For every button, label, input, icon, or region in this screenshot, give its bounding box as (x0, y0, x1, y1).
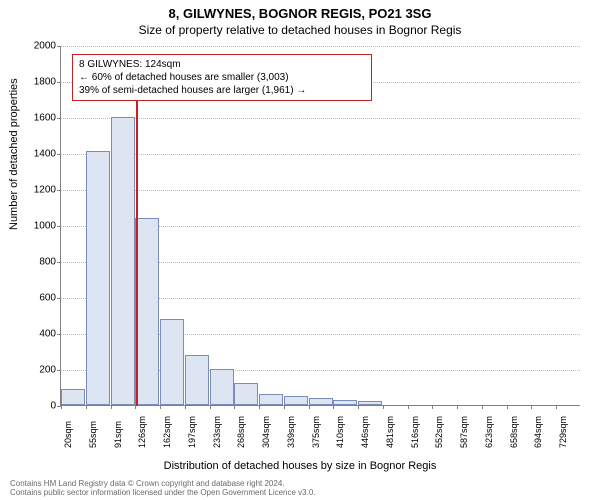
x-tick-label: 91sqm (113, 421, 123, 448)
x-tick (531, 405, 532, 409)
page-title: 8, GILWYNES, BOGNOR REGIS, PO21 3SG (0, 0, 600, 21)
y-tick-label: 1200 (4, 185, 56, 196)
bar (111, 117, 135, 405)
x-tick-label: 481sqm (385, 416, 395, 448)
bar (210, 369, 234, 405)
x-tick-label: 304sqm (261, 416, 271, 448)
x-tick-label: 268sqm (236, 416, 246, 448)
bar (135, 218, 159, 405)
x-tick-label: 658sqm (509, 416, 519, 448)
annotation-line2: ← 60% of detached houses are smaller (3,… (79, 71, 365, 84)
y-tick-label: 1000 (4, 221, 56, 232)
x-tick-label: 552sqm (434, 416, 444, 448)
y-tick-label: 0 (4, 401, 56, 412)
y-tick (57, 298, 61, 299)
y-tick-label: 1400 (4, 149, 56, 160)
y-tick-label: 200 (4, 365, 56, 376)
annotation-line3: 39% of semi-detached houses are larger (… (79, 84, 365, 97)
bar (185, 355, 209, 405)
x-tick (432, 405, 433, 409)
y-tick (57, 334, 61, 335)
x-tick-label: 729sqm (558, 416, 568, 448)
footer-line1: Contains HM Land Registry data © Crown c… (10, 479, 316, 489)
x-tick (507, 405, 508, 409)
x-tick (309, 405, 310, 409)
bar (309, 398, 333, 405)
x-tick (86, 405, 87, 409)
bar (259, 394, 283, 405)
x-tick-label: 375sqm (311, 416, 321, 448)
annotation-line1: 8 GILWYNES: 124sqm (79, 58, 365, 71)
bar (61, 389, 85, 405)
gridline (61, 190, 580, 191)
x-tick (160, 405, 161, 409)
x-tick (383, 405, 384, 409)
x-tick-label: 516sqm (410, 416, 420, 448)
y-tick-label: 2000 (4, 41, 56, 52)
y-tick-label: 400 (4, 329, 56, 340)
bar (333, 400, 357, 405)
x-tick-label: 55sqm (88, 421, 98, 448)
footer-line2: Contains public sector information licen… (10, 488, 316, 498)
x-tick-label: 233sqm (212, 416, 222, 448)
y-tick (57, 82, 61, 83)
x-tick (556, 405, 557, 409)
x-tick-label: 587sqm (459, 416, 469, 448)
x-tick (284, 405, 285, 409)
y-tick-label: 600 (4, 293, 56, 304)
page-subtitle: Size of property relative to detached ho… (0, 21, 600, 37)
x-tick (457, 405, 458, 409)
x-tick-label: 20sqm (63, 421, 73, 448)
x-tick-label: 126sqm (137, 416, 147, 448)
x-tick (210, 405, 211, 409)
gridline (61, 118, 580, 119)
gridline (61, 154, 580, 155)
bar (86, 151, 110, 405)
bar (160, 319, 184, 405)
y-tick-label: 800 (4, 257, 56, 268)
x-tick (234, 405, 235, 409)
x-tick (333, 405, 334, 409)
x-tick (259, 405, 260, 409)
y-tick (57, 370, 61, 371)
x-tick-label: 162sqm (162, 416, 172, 448)
x-tick (408, 405, 409, 409)
y-tick (57, 190, 61, 191)
x-tick (185, 405, 186, 409)
x-tick-label: 623sqm (484, 416, 494, 448)
y-tick-label: 1600 (4, 113, 56, 124)
y-tick (57, 118, 61, 119)
x-tick-label: 446sqm (360, 416, 370, 448)
y-tick (57, 226, 61, 227)
y-tick (57, 154, 61, 155)
y-tick (57, 46, 61, 47)
bar (234, 383, 258, 405)
x-tick (358, 405, 359, 409)
x-tick (111, 405, 112, 409)
x-tick-label: 197sqm (187, 416, 197, 448)
footer: Contains HM Land Registry data © Crown c… (10, 479, 316, 498)
gridline (61, 46, 580, 47)
x-tick-label: 410sqm (335, 416, 345, 448)
bar (284, 396, 308, 405)
x-axis-title: Distribution of detached houses by size … (0, 460, 600, 472)
x-tick-label: 694sqm (533, 416, 543, 448)
y-tick-label: 1800 (4, 77, 56, 88)
y-tick (57, 262, 61, 263)
annotation-box: 8 GILWYNES: 124sqm ← 60% of detached hou… (72, 54, 372, 101)
marker-line (136, 91, 138, 406)
bar (358, 401, 382, 405)
x-tick (61, 405, 62, 409)
x-tick (482, 405, 483, 409)
x-tick-label: 339sqm (286, 416, 296, 448)
